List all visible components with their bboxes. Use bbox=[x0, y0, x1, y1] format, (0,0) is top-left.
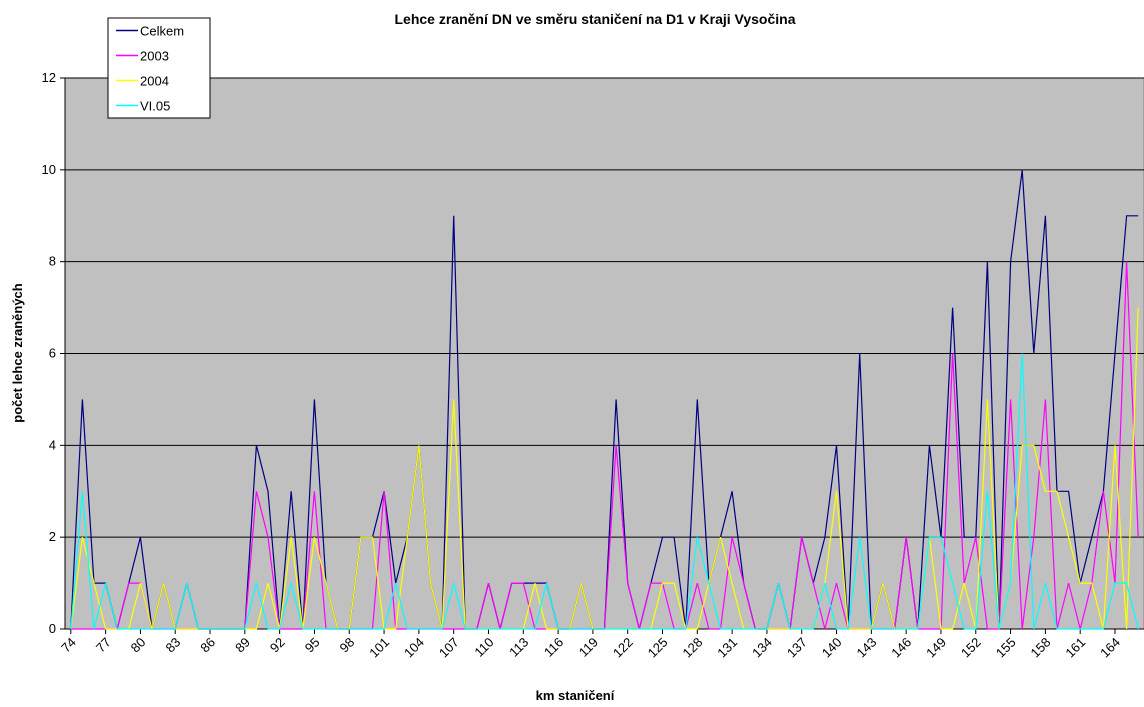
x-tick-label: 146 bbox=[888, 635, 914, 661]
legend-label: Celkem bbox=[140, 24, 184, 39]
x-tick-label: 119 bbox=[576, 635, 601, 660]
x-tick-label: 134 bbox=[749, 635, 775, 661]
x-tick-label: 122 bbox=[610, 635, 636, 661]
y-tick-label: 4 bbox=[49, 437, 56, 452]
y-tick-label: 0 bbox=[49, 621, 56, 636]
x-tick-label: 101 bbox=[366, 635, 392, 661]
x-tick-label: 86 bbox=[197, 635, 218, 656]
x-tick-label: 95 bbox=[302, 635, 323, 656]
x-tick-label: 158 bbox=[1028, 635, 1054, 661]
chart-title: Lehce zranění DN ve směru staničení na D… bbox=[395, 11, 796, 27]
x-tick-label: 152 bbox=[958, 635, 984, 661]
y-tick-label: 2 bbox=[49, 529, 56, 544]
x-tick-label: 116 bbox=[541, 635, 566, 660]
x-tick-label: 140 bbox=[819, 635, 845, 661]
x-tick-label: 125 bbox=[645, 635, 671, 661]
x-axis-title: km staničení bbox=[536, 688, 615, 703]
legend-label: 2004 bbox=[140, 74, 169, 89]
x-tick-label: 107 bbox=[436, 635, 462, 661]
x-tick-label: 149 bbox=[923, 635, 949, 661]
y-tick-label: 8 bbox=[49, 254, 56, 269]
x-tick-label: 161 bbox=[1062, 635, 1088, 661]
series-line bbox=[70, 353, 1139, 630]
y-tick-label: 6 bbox=[49, 346, 56, 361]
x-tick-label: 113 bbox=[506, 635, 531, 660]
x-tick-label: 89 bbox=[232, 635, 253, 656]
x-tick-label: 98 bbox=[337, 635, 358, 656]
x-tick-label: 92 bbox=[267, 635, 288, 656]
legend-label: VI.05 bbox=[140, 99, 170, 114]
x-tick-label: 128 bbox=[679, 635, 705, 661]
y-tick-label: 12 bbox=[42, 70, 56, 85]
y-tick-label: 10 bbox=[42, 162, 56, 177]
legend-box bbox=[107, 17, 211, 119]
x-tick-label: 110 bbox=[471, 635, 496, 660]
x-tick-label: 137 bbox=[784, 635, 810, 661]
x-tick-label: 131 bbox=[714, 635, 740, 661]
x-tick-label: 74 bbox=[58, 635, 79, 656]
x-tick-label: 80 bbox=[128, 635, 149, 656]
x-tick-label: 143 bbox=[854, 635, 880, 661]
x-tick-label: 83 bbox=[163, 635, 184, 656]
legend-label: 2003 bbox=[140, 49, 169, 64]
x-tick-label: 155 bbox=[993, 635, 1019, 661]
x-tick-label: 104 bbox=[401, 635, 427, 661]
x-tick-label: 164 bbox=[1097, 635, 1123, 661]
x-tick-label: 77 bbox=[93, 635, 114, 656]
y-axis-title: počet lehce zraněných bbox=[10, 283, 25, 422]
